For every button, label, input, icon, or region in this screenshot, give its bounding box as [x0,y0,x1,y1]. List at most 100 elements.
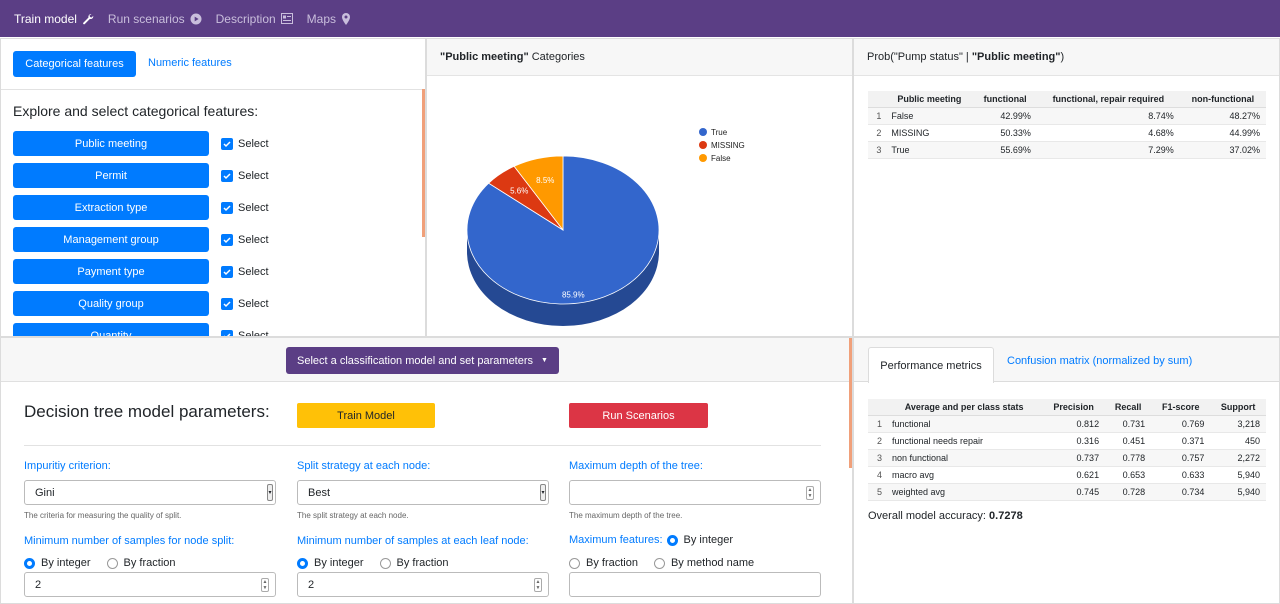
feature-select[interactable]: Select [221,297,269,310]
feature-button[interactable]: Management group [13,227,209,252]
select-arrow-icon: ▾ [540,484,546,501]
pie-slice[interactable] [513,155,564,232]
impurity-help: The criteria for measuring the quality o… [24,511,182,520]
min-leaf-input[interactable]: 2 ▲ ▼ [297,572,549,597]
table-cell: 1 [868,107,886,125]
table-cell: 450 [1210,432,1266,450]
feature-select[interactable]: Select [221,265,269,278]
split-select[interactable]: Best ▾ [297,480,549,505]
max-features-header: Maximum features: By integer [569,534,733,546]
checkbox-checked-icon[interactable] [221,329,233,336]
min-split-fraction-radio[interactable] [106,557,118,569]
feature-button[interactable]: Quality group [13,291,209,316]
table-row: 3 True 55.69% 7.29% 37.02% [868,141,1266,159]
features-heading: Explore and select categorical features: [13,103,259,119]
model-panel: Select a classification model and set pa… [0,337,853,604]
play-circle-icon [190,13,202,24]
feature-button[interactable]: Payment type [13,259,209,284]
pie-slice-side [467,230,659,326]
probability-panel: Prob("Pump status" | "Public meeting") P… [853,38,1280,337]
checkbox-checked-icon[interactable] [221,201,233,214]
run-scenarios-button[interactable]: Run Scenarios [569,403,708,428]
nav-run-scenarios[interactable]: Run scenarios [108,12,202,26]
feature-select-label: Select [238,329,269,337]
min-split-radios: By integer By fraction [24,557,176,569]
feature-button[interactable]: Public meeting [13,131,209,156]
feature-button[interactable]: Extraction type [13,195,209,220]
spinner-icon[interactable]: ▲ ▼ [261,578,269,592]
feature-select[interactable]: Select [221,233,269,246]
max-features-fraction-label: By fraction [586,557,638,569]
table-row: 5 weighted avg 0.745 0.728 0.734 5,940 [868,483,1266,501]
feature-button[interactable]: Quantity [13,323,209,336]
table-cell: 42.99% [973,107,1037,125]
nav-train-model[interactable]: Train model [14,12,94,26]
tab-confusion-matrix[interactable]: Confusion matrix (normalized by sum) [1007,355,1193,367]
prob-title-pre: Prob("Pump status" | [867,51,972,63]
scroll-indicator[interactable] [849,338,852,468]
checkbox-checked-icon[interactable] [221,137,233,150]
table-cell: 50.33% [973,124,1037,142]
max-features-fraction-radio[interactable] [569,557,580,569]
min-leaf-integer-label: By integer [314,557,364,569]
legend-item[interactable]: True [699,128,728,137]
spinner-icon[interactable]: ▲ ▼ [806,486,814,500]
nav-description[interactable]: Description [216,12,293,26]
legend-swatch [699,154,707,162]
table-header-cell [868,91,886,108]
min-split-input[interactable]: 2 ▲ ▼ [24,572,276,597]
max-features-method-radio[interactable] [653,557,665,569]
depth-input[interactable]: ▲ ▼ [569,480,821,505]
table-header-cell: functional [973,91,1037,108]
min-leaf-fraction-radio[interactable] [379,557,391,569]
pie-chart-header: "Public meeting" Categories [427,39,852,76]
checkbox-checked-icon[interactable] [221,265,233,278]
max-features-input[interactable] [569,572,821,597]
table-cell: weighted avg [885,483,1043,501]
tab-performance-metrics[interactable]: Performance metrics [868,347,994,383]
table-cell: 44.99% [1179,124,1266,142]
scroll-indicator[interactable] [422,89,425,237]
min-split-integer-radio[interactable] [24,557,35,569]
feature-row: Public meeting Select [13,131,269,156]
spinner-icon[interactable]: ▲ ▼ [534,578,542,592]
feature-select[interactable]: Select [221,169,269,182]
table-header-cell: Public meeting [885,91,974,108]
split-help: The split strategy at each node. [297,511,409,520]
min-leaf-fraction-label: By fraction [396,557,449,569]
feature-select[interactable]: Select [221,137,269,150]
accuracy-value: 0.7278 [989,510,1023,522]
feature-select[interactable]: Select [221,329,269,337]
params-divider [24,445,821,446]
feature-select[interactable]: Select [221,201,269,214]
table-header-cell: non-functional [1179,91,1266,108]
table-cell: 0.734 [1151,483,1211,501]
max-features-integer-radio[interactable] [666,534,678,546]
checkbox-checked-icon[interactable] [221,169,233,182]
train-model-button[interactable]: Train Model [297,403,435,428]
metrics-panel: Performance metrics Confusion matrix (no… [853,337,1280,604]
table-cell: 3 [868,141,886,159]
tab-numeric-features[interactable]: Numeric features [148,57,232,69]
impurity-label: Impuritiy criterion: [24,460,111,472]
feature-row: Extraction type Select [13,195,269,220]
impurity-select[interactable]: Gini ▾ [24,480,276,505]
table-cell: 0.728 [1105,483,1152,501]
table-header-cell [868,399,886,416]
feature-button[interactable]: Permit [13,163,209,188]
nav-maps[interactable]: Maps [307,12,351,26]
checkbox-checked-icon[interactable] [221,233,233,246]
nav-description-label: Description [215,11,276,26]
min-leaf-integer-radio[interactable] [297,557,308,569]
legend-item[interactable]: False [699,154,731,163]
tab-categorical-features[interactable]: Categorical features [13,51,136,77]
max-features-integer-label: By integer [683,534,734,546]
pie-slice-label: 8.5% [536,176,554,185]
accuracy-label: Overall model accuracy: [868,510,990,522]
model-select-dropdown[interactable]: Select a classification model and set pa… [286,347,559,374]
legend-item[interactable]: MISSING [699,141,745,150]
table-cell: 1 [868,415,886,433]
table-cell: 7.29% [1036,141,1180,159]
model-params-heading: Decision tree model parameters: [24,402,270,421]
checkbox-checked-icon[interactable] [221,297,233,310]
